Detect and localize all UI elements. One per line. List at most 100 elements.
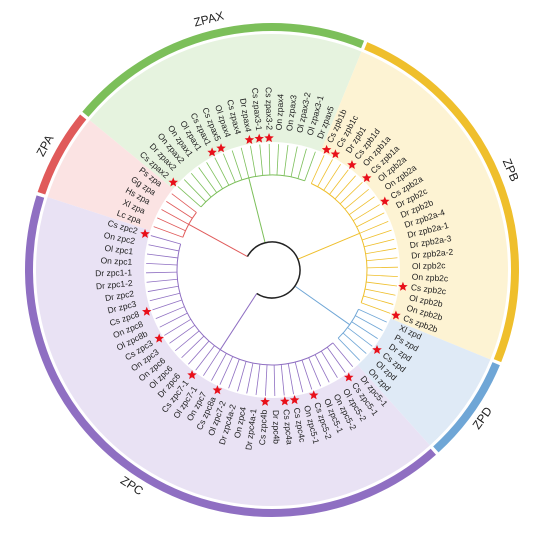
branch bbox=[231, 150, 243, 180]
branch bbox=[320, 350, 338, 378]
leaf-label: Dr zpc4b bbox=[271, 410, 282, 445]
star-marker bbox=[330, 149, 341, 159]
leaf-label: On zpc1 bbox=[100, 255, 132, 267]
branch bbox=[146, 253, 178, 259]
clade-label: ZPA bbox=[33, 132, 56, 158]
star-marker bbox=[168, 177, 179, 187]
branch bbox=[183, 179, 207, 203]
branch bbox=[314, 354, 330, 383]
branch bbox=[157, 217, 186, 232]
branch bbox=[149, 292, 180, 302]
branch bbox=[206, 162, 224, 190]
branch bbox=[148, 244, 180, 252]
branch bbox=[358, 308, 387, 323]
branch bbox=[171, 193, 197, 213]
branch bbox=[339, 181, 363, 205]
branch bbox=[365, 248, 397, 255]
star-marker bbox=[216, 143, 226, 153]
branch bbox=[355, 315, 383, 331]
branch bbox=[259, 144, 264, 176]
branch bbox=[147, 285, 179, 292]
branch bbox=[175, 330, 200, 352]
clade-background bbox=[320, 51, 509, 360]
star-marker bbox=[207, 147, 217, 157]
branch bbox=[359, 220, 389, 234]
branch bbox=[250, 145, 257, 177]
branch bbox=[188, 340, 210, 365]
branch bbox=[153, 226, 183, 238]
star-marker bbox=[254, 133, 264, 143]
branch bbox=[181, 335, 205, 359]
star-marker bbox=[260, 396, 270, 406]
branch bbox=[344, 188, 369, 210]
branch bbox=[308, 357, 322, 387]
branch bbox=[347, 327, 373, 347]
branch bbox=[198, 167, 218, 193]
root-arc bbox=[246, 241, 301, 299]
branch bbox=[276, 144, 279, 176]
branch bbox=[361, 302, 391, 314]
branch bbox=[176, 243, 334, 366]
branch bbox=[297, 148, 307, 179]
branch bbox=[366, 266, 398, 269]
branch bbox=[280, 364, 285, 396]
branch bbox=[268, 144, 271, 176]
branch bbox=[351, 321, 378, 339]
branch bbox=[146, 278, 178, 283]
star-marker bbox=[344, 372, 354, 382]
branch bbox=[222, 153, 236, 183]
branch bbox=[177, 186, 202, 208]
branch bbox=[203, 349, 221, 376]
branch bbox=[329, 169, 349, 195]
leaf-label: Cs zpax3-2 bbox=[264, 87, 275, 130]
branch bbox=[364, 288, 396, 296]
branch bbox=[311, 183, 368, 303]
branch bbox=[363, 295, 394, 305]
leaf-label: Dr zpc1-1 bbox=[95, 267, 132, 278]
branch bbox=[304, 151, 316, 181]
branch bbox=[362, 229, 392, 241]
star-marker bbox=[244, 134, 255, 144]
branch bbox=[219, 356, 234, 385]
branch bbox=[155, 306, 185, 320]
clade-label: ZPB bbox=[500, 157, 522, 184]
branch bbox=[188, 223, 248, 257]
branch bbox=[287, 363, 294, 395]
star-marker bbox=[212, 385, 223, 395]
branch bbox=[248, 177, 266, 243]
leaf-label: Dr zpb2a-2 bbox=[411, 247, 454, 261]
branch bbox=[294, 285, 350, 326]
branch bbox=[297, 232, 360, 260]
branch bbox=[146, 263, 178, 266]
star-marker bbox=[321, 144, 332, 154]
branch bbox=[237, 361, 247, 392]
star-marker bbox=[154, 333, 164, 343]
leaf-label: Dr zpc1-2 bbox=[95, 278, 133, 292]
branch bbox=[310, 155, 325, 184]
branch bbox=[366, 257, 398, 262]
clade-ring bbox=[82, 23, 365, 117]
branch bbox=[326, 347, 346, 373]
branch bbox=[200, 174, 305, 208]
star-marker bbox=[391, 310, 401, 320]
branch bbox=[334, 175, 356, 200]
leaf-label: On zpax4 bbox=[274, 93, 286, 130]
clade-background bbox=[357, 318, 491, 446]
branch bbox=[323, 164, 341, 191]
branch bbox=[342, 332, 367, 354]
branch bbox=[214, 157, 230, 186]
branch bbox=[195, 345, 215, 371]
leaf-label: Cs zpax3-1 bbox=[250, 87, 264, 131]
branch bbox=[265, 364, 268, 396]
branch bbox=[332, 342, 354, 367]
branch bbox=[190, 173, 212, 198]
clade-ring bbox=[37, 114, 87, 195]
leaf-label: Cs zpc4b bbox=[257, 409, 269, 445]
branch bbox=[152, 299, 182, 311]
star-marker bbox=[142, 306, 152, 316]
branch bbox=[246, 362, 254, 394]
branch bbox=[159, 312, 188, 328]
branch bbox=[166, 201, 193, 219]
branch bbox=[366, 274, 398, 277]
